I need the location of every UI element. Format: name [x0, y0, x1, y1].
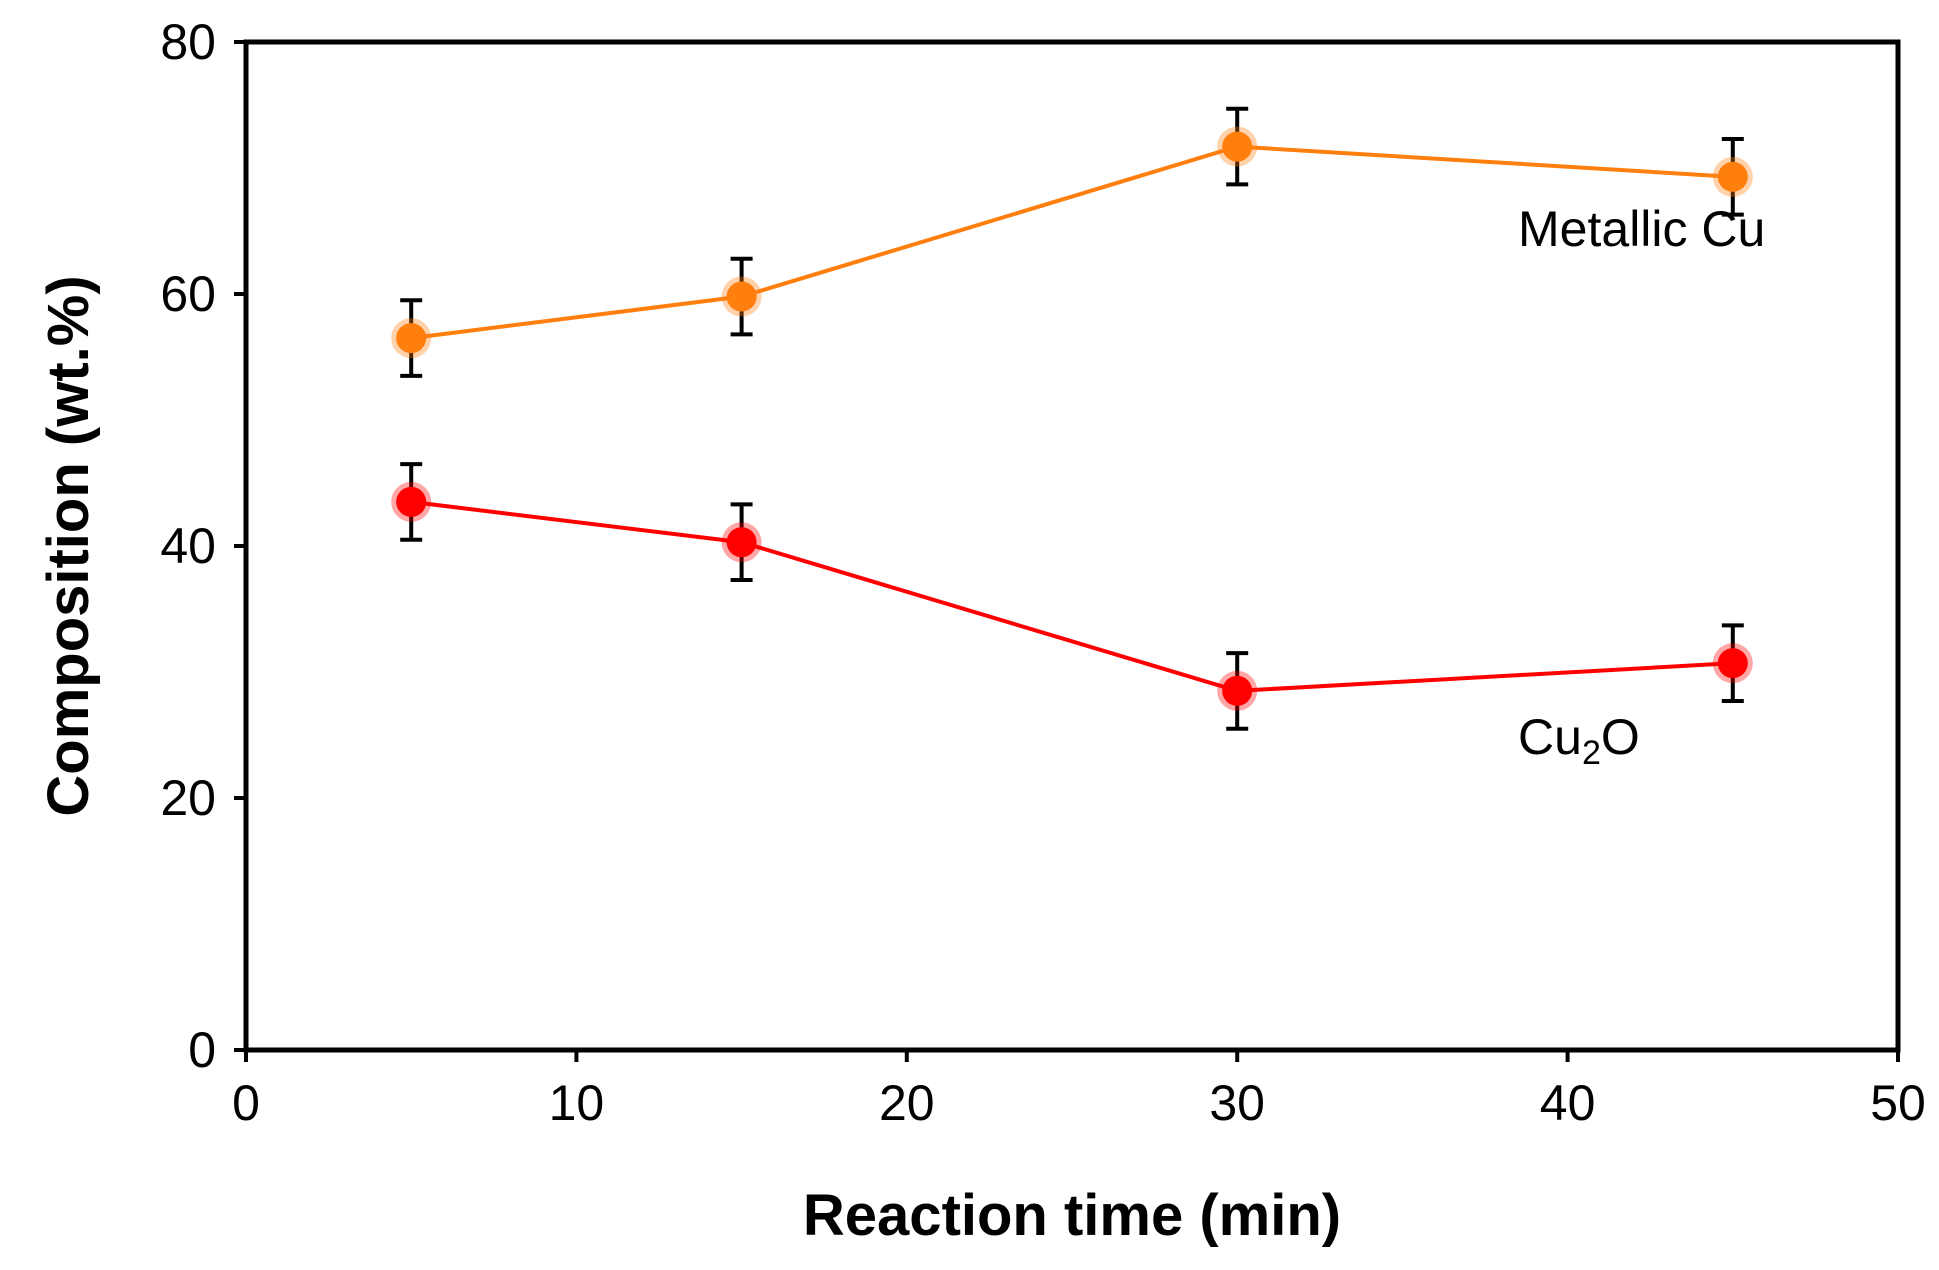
x-axis-ticks: 0 10 20 30 40 50	[232, 1050, 1926, 1131]
y-tick-label: 20	[160, 770, 216, 826]
y-tick-label: 0	[188, 1022, 216, 1078]
data-point	[1717, 648, 1748, 679]
y-tick-label: 60	[160, 266, 216, 322]
series-line	[410, 144, 1733, 341]
y-axis-ticks: 0 20 40 60 80	[160, 14, 246, 1078]
data-point	[1222, 675, 1253, 706]
data-point	[396, 323, 427, 354]
x-tick-label: 40	[1540, 1075, 1596, 1131]
series-0	[391, 106, 1753, 378]
y-tick-label: 80	[160, 14, 216, 70]
x-tick-label: 10	[549, 1075, 605, 1131]
data-point	[1222, 131, 1253, 162]
x-tick-label: 50	[1870, 1075, 1926, 1131]
series-labels: Metallic Cu Cu2O	[1518, 201, 1765, 772]
data-point	[1717, 161, 1748, 192]
y-axis-title: Composition (wt.%)	[36, 275, 101, 816]
series-layer	[391, 106, 1753, 731]
x-tick-label: 0	[232, 1075, 260, 1131]
y-tick-label: 40	[160, 518, 216, 574]
plot-area	[243, 39, 1901, 1053]
data-point	[726, 281, 757, 312]
data-point	[726, 527, 757, 558]
x-axis-title: Reaction time (min)	[803, 1183, 1341, 1248]
series-1	[391, 462, 1753, 731]
x-tick-label: 20	[879, 1075, 935, 1131]
data-point	[396, 486, 427, 517]
series-line	[410, 499, 1733, 693]
series-label: Cu2O	[1518, 709, 1640, 772]
x-tick-label: 30	[1209, 1075, 1265, 1131]
series-label: Metallic Cu	[1518, 201, 1765, 257]
